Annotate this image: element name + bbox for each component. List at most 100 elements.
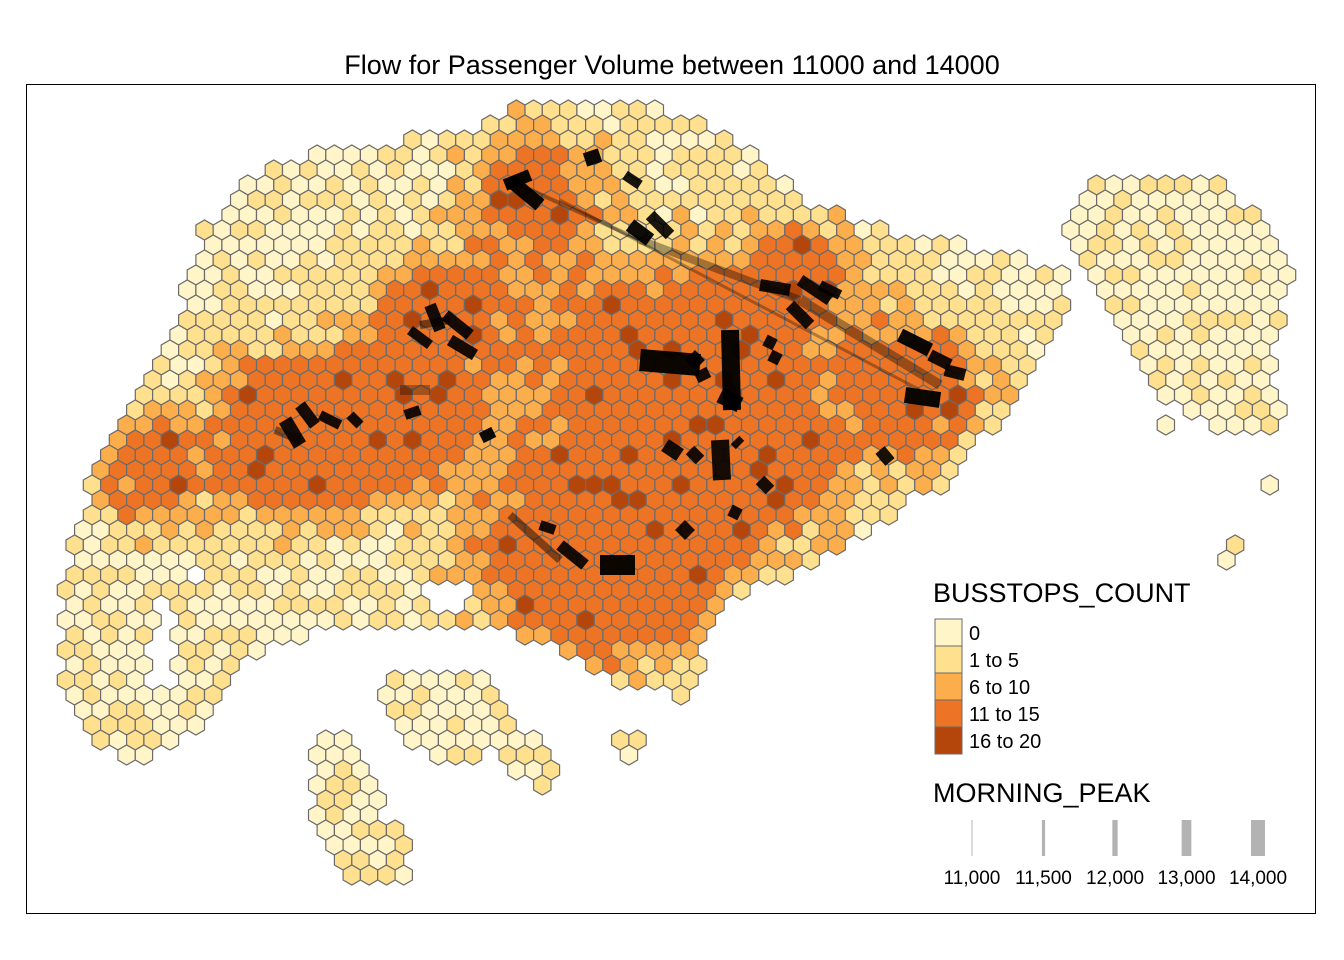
hexagon-cell [1156,384,1176,406]
hexagon-cell [429,744,448,766]
hexagon-cell [879,504,899,526]
hexagon-grid-layer [56,99,1297,886]
hexagon-cell [316,609,335,631]
hexagon-cell [134,744,154,766]
hexagon-cell [931,474,950,496]
flow-line [625,219,655,246]
flow-line [407,326,433,349]
legend-label: 11 to 15 [969,704,1040,726]
hexagon-cell [160,729,180,751]
hexagon-cell [489,609,509,631]
hexagon-cell [403,729,422,751]
legend-width-label: 13,000 [1157,868,1215,889]
hexagon-cell [628,669,647,691]
flow-line [346,411,364,429]
hexagon-cell [420,609,439,631]
flow-line [875,446,895,466]
hexagon-cell [532,774,552,796]
flow-line [797,295,943,390]
flow-line [785,300,815,330]
flow-line [507,512,563,563]
flow-line [661,439,684,461]
hexagon-cell [1182,399,1202,421]
morning-peak-legend: MORNING_PEAK 11,000 11,500 12,000 13,000 14,… [933,778,1287,889]
hexagon-cell [983,414,1002,436]
hexagon-cell [645,669,665,691]
legend-label: 1 to 5 [969,650,1019,672]
hexagon-cell [1156,414,1176,436]
flow-line [317,410,343,430]
busstops-count-legend: BUSSTOPS_COUNT 0 1 to 5 6 to 10 11 to 15 16 … [933,578,1191,755]
hexagon-cell [368,609,387,631]
hexagon-cell [610,669,630,691]
hexagon-cell [377,864,396,886]
flow-line [478,426,497,444]
flow-line [446,334,479,361]
hexagon-cell [359,864,379,886]
flow-line [556,540,589,570]
flow-line [755,475,775,495]
hexagon-cell [1225,414,1245,436]
flow-line [762,334,778,351]
legend-label: 6 to 10 [969,677,1030,699]
legend-swatch [934,699,963,728]
hexagon-cell [914,474,933,496]
hexagon-cell [801,549,821,571]
flow-line [927,349,953,371]
legend-swatch [934,726,963,755]
flow-line [403,405,422,420]
hexagon-cell [342,864,361,886]
hexagon-cell [403,609,422,631]
morning-peak-legend-title: MORNING_PEAK [933,778,1151,808]
hexagon-cell [758,564,777,586]
flow-line [903,387,942,408]
flow-line [727,504,743,521]
legend-swatch [934,645,963,674]
hexagon-cell [455,609,474,631]
hexagon-cell [584,654,604,676]
flow-line [796,275,834,305]
legend-swatch [934,618,963,647]
flow-line [730,435,745,450]
hexagon-cell [507,759,526,781]
hexagon-cell [437,609,457,631]
legend-width-label: 12,000 [1086,868,1144,889]
busstops-count-legend-title: BUSSTOPS_COUNT [933,578,1191,608]
hexagon-cell [558,639,578,661]
flow-line [519,183,641,242]
flow-line [502,169,533,191]
hexagon-cell [273,624,292,646]
hexagon-cell [532,624,552,646]
hexagon-cell [385,609,405,631]
hexagon-cell [671,684,691,706]
hexagon-cell [1217,549,1236,571]
flow-line [685,445,705,465]
flow-line [582,148,603,167]
hexagon-cell [429,564,448,586]
hexagon-cell [463,744,483,766]
flow-line [278,416,307,449]
legend-label: 16 to 20 [969,731,1041,753]
hexagon-cell [853,519,873,541]
flow-line [716,387,744,413]
hexagon-cell [446,744,465,766]
hexagon-cell [1243,414,1262,436]
hexagon-cell [333,609,353,631]
flow-line [943,364,967,381]
flow-line [538,520,557,535]
map-title: Flow for Passenger Volume between 11000 … [344,50,1000,80]
hexagon-cell [290,624,310,646]
flow-line [759,279,791,296]
hexagon-cell [186,714,206,736]
hexagon-cell [1208,414,1228,436]
legend-label: 0 [969,623,980,645]
hexagon-cell [247,639,266,661]
hexagon-cell [619,744,639,766]
hexagon-cell [775,564,795,586]
hexagon-cell [732,579,751,601]
flow-line [622,170,643,190]
flow-line [295,401,320,429]
map-frame [26,84,1316,914]
hexagon-cell [515,624,535,646]
